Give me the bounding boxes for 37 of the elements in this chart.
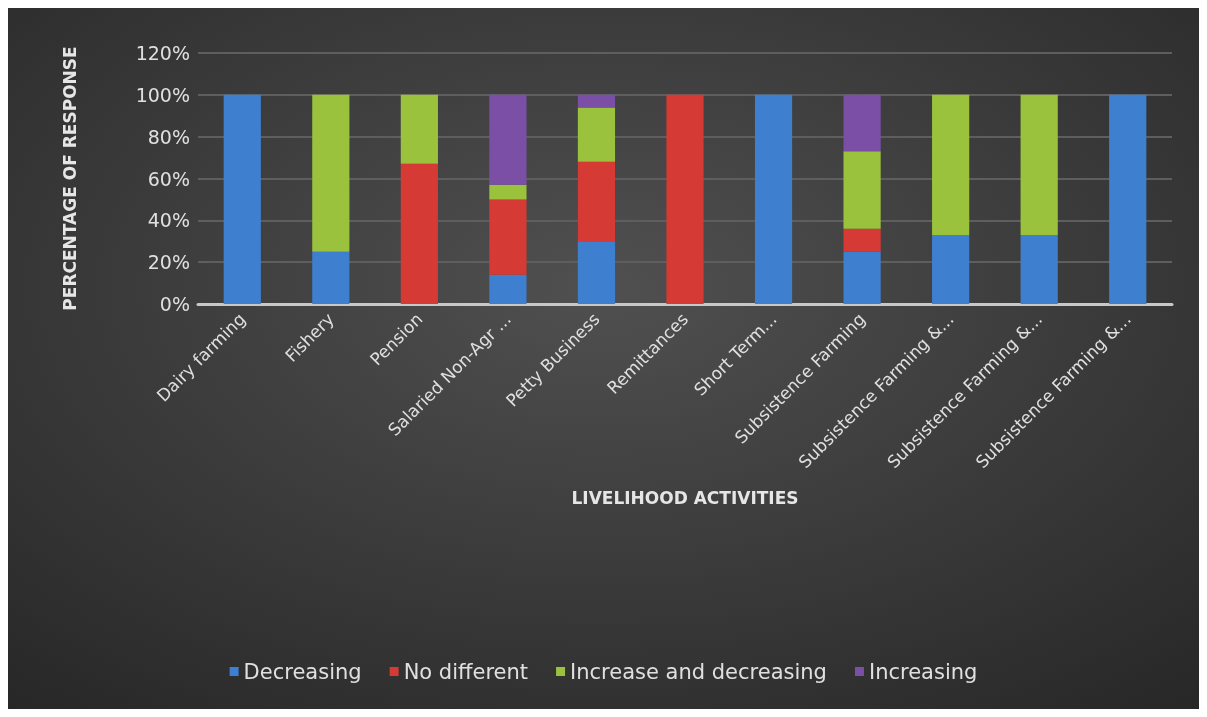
bar xyxy=(1020,234,1058,304)
bar xyxy=(489,94,527,185)
bar xyxy=(400,94,438,164)
bar xyxy=(400,163,438,304)
bar xyxy=(843,94,881,152)
legend-label: No different xyxy=(403,659,529,684)
y-tick-label: 20% xyxy=(147,251,190,274)
y-tick-label: 120% xyxy=(135,42,190,64)
bar xyxy=(577,161,616,242)
bar xyxy=(1109,94,1147,304)
bar xyxy=(754,94,793,304)
bar xyxy=(666,94,704,304)
bar xyxy=(577,107,616,162)
bar xyxy=(932,234,970,304)
legend-label: Increasing xyxy=(868,659,978,684)
bar xyxy=(489,199,527,275)
bar xyxy=(1020,94,1058,235)
bar xyxy=(489,274,527,304)
y-axis-title: PERCENTAGE OF RESPONSE xyxy=(59,46,80,311)
bar xyxy=(843,151,881,229)
bar xyxy=(843,251,881,304)
bar xyxy=(223,94,261,304)
bar xyxy=(932,94,970,235)
y-tick-label: 40% xyxy=(147,209,190,232)
bar xyxy=(577,241,616,304)
bar xyxy=(843,228,881,252)
y-tick-label: 0% xyxy=(159,293,190,315)
y-tick-label: 100% xyxy=(135,83,190,106)
bar xyxy=(489,184,527,200)
y-tick-label: 60% xyxy=(147,167,190,190)
bar xyxy=(577,94,616,108)
bar xyxy=(312,251,350,304)
legend-label: Increase and decreasing xyxy=(570,659,827,684)
bar xyxy=(312,94,350,252)
x-axis-title: LIVELIHOOD ACTIVITIES xyxy=(571,487,799,508)
legend-label: Decreasing xyxy=(243,659,362,684)
y-tick-label: 80% xyxy=(147,125,190,148)
